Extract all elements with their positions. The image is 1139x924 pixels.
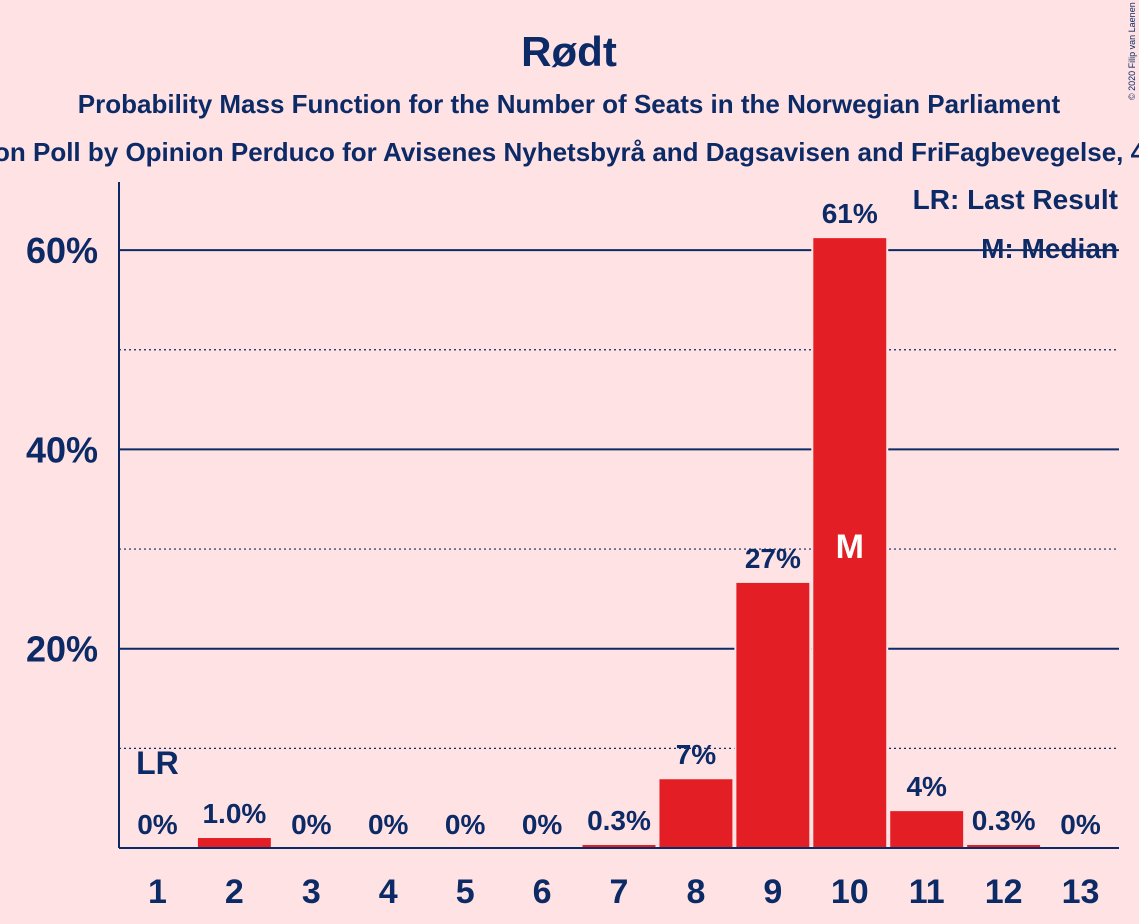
- legend-median: M: Median: [981, 233, 1118, 264]
- value-label: 0%: [137, 809, 178, 840]
- y-tick-label: 60%: [26, 230, 98, 271]
- bar-seats-11: [890, 811, 964, 848]
- copyright-notice: © 2020 Filip van Laenen: [1127, 2, 1137, 100]
- value-label: 0%: [445, 809, 486, 840]
- bar-seats-12: [967, 845, 1041, 848]
- x-tick-label: 6: [533, 873, 552, 911]
- x-tick-label: 10: [831, 873, 869, 911]
- bar-seats-10: [813, 238, 887, 849]
- value-label: 1.0%: [202, 798, 266, 829]
- bar-seats-2: [197, 838, 271, 848]
- axes: [118, 182, 1119, 849]
- x-tick-label: 11: [909, 873, 945, 911]
- value-label: 0.3%: [587, 805, 651, 836]
- legend-last-result: LR: Last Result: [913, 184, 1118, 215]
- x-tick-label: 12: [985, 873, 1023, 911]
- value-labels: 0% 1.0% 0% 0% 0% 0% 0.3% 7% 27% 61% 4% 0.3% 0% LR M: [136, 198, 1101, 840]
- x-tick-label: 9: [763, 873, 782, 911]
- median-marker: M: [836, 528, 864, 566]
- y-tick-label: 40%: [26, 429, 98, 470]
- value-label: 27%: [745, 543, 801, 574]
- x-tick-label: 2: [225, 873, 244, 911]
- value-label: 0%: [368, 809, 409, 840]
- x-tick-label: 3: [302, 873, 321, 911]
- x-tick-label: 4: [379, 873, 398, 911]
- chart-title: Rødt: [521, 28, 617, 75]
- bar-seats-8: [659, 779, 733, 848]
- x-tick-label: 13: [1062, 873, 1100, 911]
- x-tick-label: 1: [148, 873, 167, 911]
- x-tick-label: 7: [610, 873, 629, 911]
- value-label: 4%: [906, 771, 947, 802]
- chart-subtitle: Probability Mass Function for the Number…: [78, 89, 1061, 119]
- y-tick-label: 20%: [26, 629, 98, 670]
- value-label: 7%: [676, 739, 717, 770]
- x-tick-label: 8: [686, 873, 705, 911]
- chart-subtitle-poll: on Poll by Opinion Perduco for Avisenes …: [0, 137, 1139, 167]
- value-label: 0%: [1060, 809, 1101, 840]
- value-label: 0.3%: [972, 805, 1036, 836]
- last-result-marker: LR: [136, 745, 179, 781]
- bars: [195, 237, 1043, 849]
- value-label: 61%: [822, 198, 878, 229]
- bar-seats-9: [736, 582, 810, 848]
- value-label: 0%: [522, 809, 563, 840]
- x-tick-label: 5: [456, 873, 475, 911]
- y-tick-labels: 20% 40% 60%: [26, 230, 98, 670]
- gridlines: [119, 249, 1119, 749]
- x-tick-labels: 1 2 3 4 5 6 7 8 9 10 11 12 13: [148, 873, 1099, 911]
- bar-seats-7: [582, 845, 656, 848]
- value-label: 0%: [291, 809, 332, 840]
